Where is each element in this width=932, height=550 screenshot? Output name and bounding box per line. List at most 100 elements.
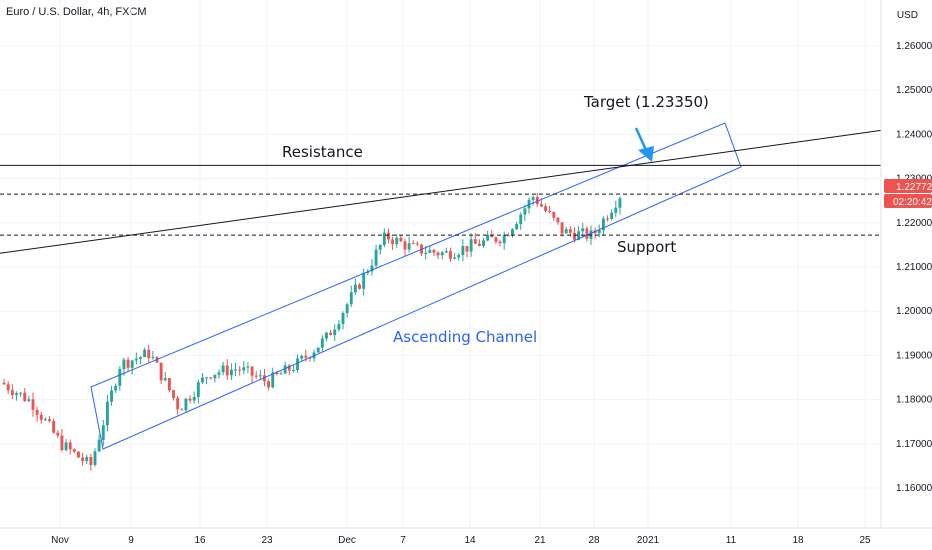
candle-body <box>477 243 481 246</box>
target-label: Target (1.23350) <box>583 93 709 111</box>
resistance-label: Resistance <box>282 143 363 161</box>
candle-body <box>43 419 47 421</box>
candle-body <box>192 396 196 401</box>
candle-body <box>465 246 469 252</box>
candle-body <box>229 369 233 376</box>
price-tick-label: 1.20000 <box>896 306 932 317</box>
ascending-channel <box>90 122 742 450</box>
candle-body <box>358 284 361 289</box>
price-tick-label: 1.16000 <box>896 483 932 494</box>
price-axis: 1.16000 1.17000 1.18000 1.19000 1.20000 1.210… <box>896 41 932 494</box>
candle-body <box>89 456 93 465</box>
candle-body <box>258 375 262 377</box>
candle-body <box>101 425 105 440</box>
candle-body <box>374 249 378 266</box>
candle-body <box>515 224 519 230</box>
candle-body <box>506 235 510 237</box>
support-label: Support <box>617 238 676 256</box>
time-tick-label: 18 <box>792 535 804 546</box>
candle-body <box>329 332 333 336</box>
candle-body <box>35 409 39 415</box>
candle-body <box>424 252 428 254</box>
candle-body <box>81 457 85 462</box>
time-tick-label: 14 <box>464 535 476 546</box>
candle-body <box>27 399 31 401</box>
current-price-value: 1.22772 <box>896 182 932 193</box>
time-tick-label: Nov <box>51 535 69 546</box>
candle-body <box>287 365 291 371</box>
candle-body <box>449 251 452 259</box>
candle-body <box>411 243 415 245</box>
candle-body <box>242 367 246 371</box>
candle-body <box>238 369 242 371</box>
candle-body <box>531 197 535 200</box>
time-tick-label: 11 <box>726 535 737 546</box>
candle-body <box>2 382 6 385</box>
candle-body <box>568 229 572 233</box>
candle-body <box>271 372 275 388</box>
candle-body <box>325 332 328 339</box>
candle-body <box>279 373 283 375</box>
candle-body <box>614 207 618 213</box>
candle-body <box>97 439 101 452</box>
candle-body <box>316 347 320 353</box>
time-tick-label: 25 <box>859 535 871 546</box>
time-tick-label: 28 <box>588 535 600 546</box>
candle-body <box>382 232 386 246</box>
candle-body <box>349 292 353 305</box>
candle-body <box>176 398 180 410</box>
candle-body <box>304 355 308 358</box>
candle-body <box>498 241 502 244</box>
candle-body <box>378 245 382 250</box>
candle-body <box>15 393 18 396</box>
candle-body <box>407 243 411 250</box>
candle-body <box>201 377 204 383</box>
candle-body <box>403 241 407 250</box>
candle-body <box>440 252 444 256</box>
price-tick-label: 1.19000 <box>896 350 932 361</box>
candle-body <box>469 239 473 252</box>
candle-body <box>213 374 217 379</box>
candle-body <box>432 249 436 253</box>
candle-body <box>490 234 494 238</box>
candle-body <box>118 369 122 386</box>
candle-body <box>606 218 609 220</box>
candle-body <box>180 409 184 411</box>
candle-body <box>56 432 60 436</box>
target-arrow-icon <box>634 127 654 162</box>
candle-body <box>72 449 76 452</box>
candle-body <box>205 377 209 379</box>
candle-body <box>511 229 514 236</box>
time-tick-label: Dec <box>338 535 356 546</box>
candle-body <box>48 419 51 421</box>
candle-body <box>151 357 155 359</box>
candle-body <box>225 365 229 376</box>
candle-body <box>486 234 490 241</box>
candle-body <box>494 237 498 242</box>
candle-body <box>457 255 461 258</box>
candle-body <box>519 214 523 225</box>
candle-body <box>68 442 72 450</box>
candle-body <box>143 349 147 358</box>
price-tick-label: 1.25000 <box>896 85 932 96</box>
candle-body <box>184 398 188 411</box>
candle-body <box>64 442 68 451</box>
candle-body <box>585 228 589 239</box>
candle-body <box>134 358 138 361</box>
candle-body <box>246 366 250 368</box>
time-axis: Nov 9 16 23 Dec 7 14 21 28 2021 11 18 25 <box>51 535 871 546</box>
candle-body <box>577 231 581 240</box>
candle-body <box>209 377 213 379</box>
candle-body <box>296 358 299 371</box>
candle-body <box>105 401 109 426</box>
candle-body <box>39 414 43 420</box>
candle-body <box>114 385 118 391</box>
candle-body <box>221 365 225 373</box>
candle-body <box>267 381 271 388</box>
candle-body <box>250 366 254 376</box>
candle-body <box>320 338 324 348</box>
candle-body <box>548 210 552 213</box>
candle-body <box>415 243 419 245</box>
